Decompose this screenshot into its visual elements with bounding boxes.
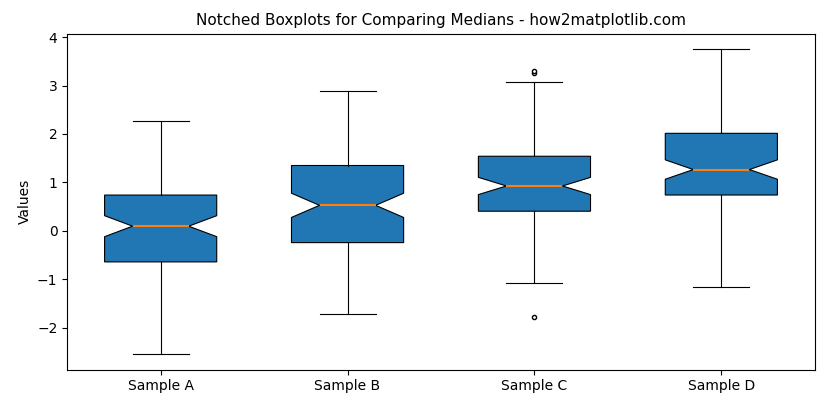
PathPatch shape [291, 165, 403, 243]
PathPatch shape [665, 133, 777, 195]
Y-axis label: Values: Values [18, 179, 31, 224]
Title: Notched Boxplots for Comparing Medians - how2matplotlib.com: Notched Boxplots for Comparing Medians -… [196, 13, 686, 28]
PathPatch shape [105, 195, 217, 262]
PathPatch shape [479, 156, 591, 211]
